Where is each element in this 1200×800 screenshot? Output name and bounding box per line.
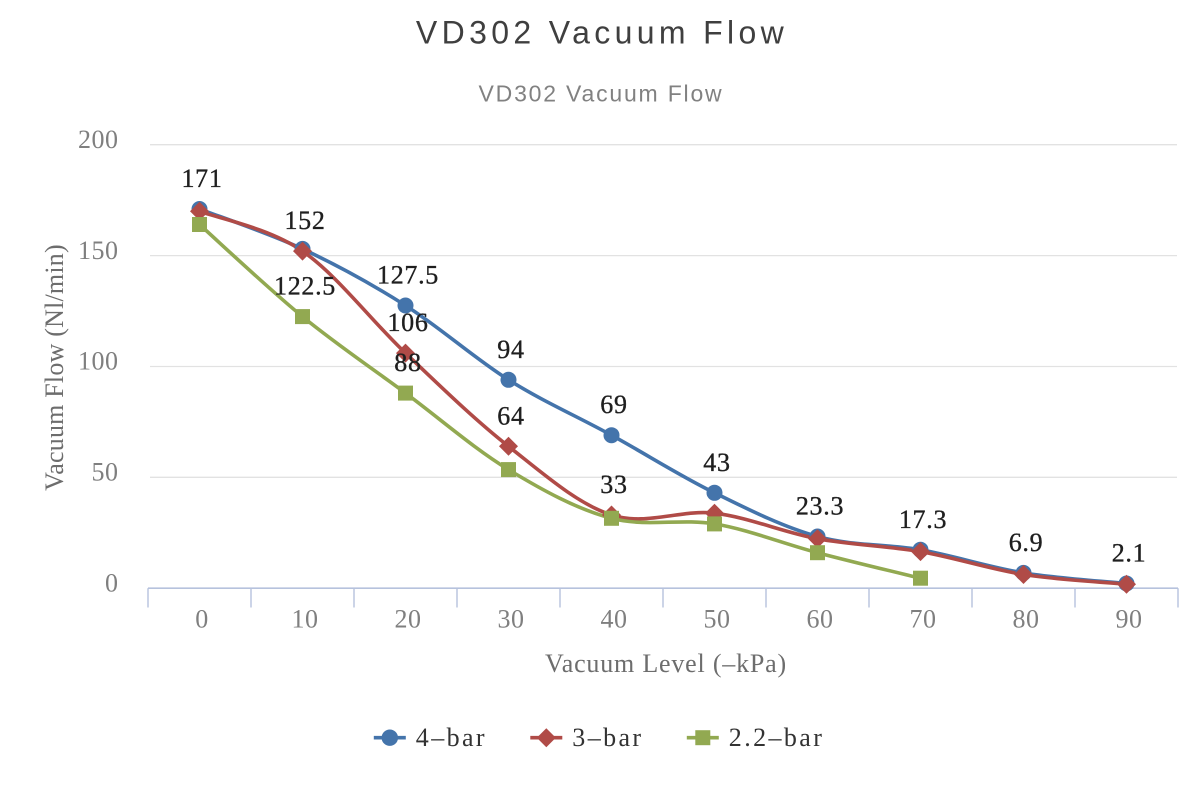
svg-text:50: 50 [92,458,119,487]
svg-text:VD302 Vacuum Flow: VD302 Vacuum Flow [416,15,788,51]
svg-text:3–bar: 3–bar [572,723,643,752]
svg-text:20: 20 [395,605,422,634]
svg-text:23.3: 23.3 [796,492,844,521]
svg-text:106: 106 [387,308,428,337]
svg-text:90: 90 [1116,605,1143,634]
svg-text:60: 60 [807,605,834,634]
svg-text:Vacuum Flow (Nl/min): Vacuum Flow (Nl/min) [40,244,69,491]
svg-text:6.9: 6.9 [1009,528,1044,557]
svg-text:150: 150 [78,236,119,265]
svg-text:200: 200 [78,125,119,154]
svg-text:88: 88 [394,348,421,377]
svg-text:10: 10 [292,605,319,634]
svg-text:2.2–bar: 2.2–bar [729,723,825,752]
svg-text:152: 152 [284,206,325,235]
svg-text:80: 80 [1013,605,1040,634]
svg-text:64: 64 [497,401,524,430]
svg-text:69: 69 [600,390,627,419]
svg-text:4–bar: 4–bar [416,723,487,752]
svg-text:94: 94 [497,335,524,364]
svg-text:40: 40 [601,605,628,634]
svg-text:0: 0 [105,568,119,597]
svg-text:127.5: 127.5 [377,261,439,290]
svg-text:70: 70 [910,605,937,634]
svg-text:17.3: 17.3 [899,505,947,534]
svg-text:2.1: 2.1 [1112,539,1147,568]
svg-text:171: 171 [181,164,222,193]
svg-text:0: 0 [195,605,209,634]
svg-text:122.5: 122.5 [274,272,336,301]
svg-text:100: 100 [78,347,119,376]
svg-text:Vacuum Level (–kPa): Vacuum Level (–kPa) [545,649,787,678]
svg-text:33: 33 [600,470,627,499]
svg-text:50: 50 [704,605,731,634]
svg-text:30: 30 [498,605,525,634]
svg-text:43: 43 [703,448,730,477]
svg-text:VD302 Vacuum Flow: VD302 Vacuum Flow [479,81,724,107]
